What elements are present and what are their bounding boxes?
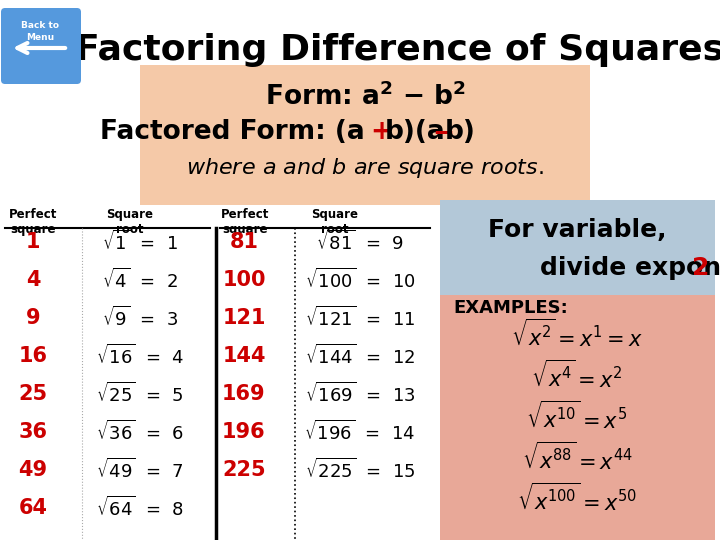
- Text: 9: 9: [26, 308, 40, 328]
- Text: $\sqrt{49}$  =  7: $\sqrt{49}$ = 7: [96, 458, 184, 482]
- Text: 100: 100: [222, 270, 266, 290]
- Text: $\sqrt{16}$  =  4: $\sqrt{16}$ = 4: [96, 344, 184, 368]
- Text: $\sqrt{64}$  =  8: $\sqrt{64}$ = 8: [96, 496, 184, 520]
- Text: $\sqrt{x^{88}} = x^{44}$: $\sqrt{x^{88}} = x^{44}$: [521, 442, 632, 474]
- Text: $\sqrt{169}$  =  13: $\sqrt{169}$ = 13: [305, 382, 415, 406]
- Text: Back to: Back to: [21, 21, 59, 30]
- Text: Form: $\mathbf{a^2}$ $\mathbf{-}$ $\mathbf{b^2}$: Form: $\mathbf{a^2}$ $\mathbf{-}$ $\math…: [264, 83, 465, 111]
- Text: 25: 25: [19, 384, 48, 404]
- Text: $\sqrt{x^{10}} = x^5$: $\sqrt{x^{10}} = x^5$: [526, 401, 628, 433]
- Text: $\sqrt{x^{100}} = x^{50}$: $\sqrt{x^{100}} = x^{50}$: [517, 483, 637, 515]
- Text: $\mathbf{-}$: $\mathbf{-}$: [432, 119, 454, 145]
- Text: b)(a: b)(a: [385, 119, 446, 145]
- Text: $\sqrt{196}$  =  14: $\sqrt{196}$ = 14: [305, 420, 415, 444]
- Text: $\sqrt{81}$  =  9: $\sqrt{81}$ = 9: [316, 230, 404, 254]
- Text: Factored Form: (a: Factored Form: (a: [100, 119, 365, 145]
- Text: divide exponent by: divide exponent by: [540, 256, 720, 280]
- Text: 64: 64: [19, 498, 48, 518]
- Text: 144: 144: [222, 346, 266, 366]
- Text: 81: 81: [230, 232, 258, 252]
- Text: Square
root: Square root: [107, 208, 153, 236]
- Text: $\sqrt{100}$  =  10: $\sqrt{100}$ = 10: [305, 268, 415, 292]
- Text: $\sqrt{x^4} = x^2$: $\sqrt{x^4} = x^2$: [531, 360, 623, 392]
- Text: $\sqrt{9}$  =  3: $\sqrt{9}$ = 3: [102, 306, 178, 330]
- Text: b): b): [445, 119, 476, 145]
- Text: 2: 2: [692, 256, 709, 280]
- Text: $\sqrt{121}$  =  11: $\sqrt{121}$ = 11: [305, 306, 415, 330]
- Text: Square
root: Square root: [312, 208, 359, 236]
- Text: For variable,: For variable,: [487, 218, 666, 242]
- Bar: [140, 65, 590, 205]
- Text: 169: 169: [222, 384, 266, 404]
- Text: Menu: Menu: [26, 33, 54, 43]
- Text: 196: 196: [222, 422, 266, 442]
- Text: 225: 225: [222, 460, 266, 480]
- Text: Perfect
square: Perfect square: [9, 208, 57, 236]
- Text: $\sqrt{144}$  =  12: $\sqrt{144}$ = 12: [305, 344, 415, 368]
- Text: 16: 16: [19, 346, 48, 366]
- Bar: [440, 295, 715, 540]
- Text: $\sqrt{25}$  =  5: $\sqrt{25}$ = 5: [96, 382, 184, 406]
- FancyBboxPatch shape: [1, 8, 81, 84]
- Text: 36: 36: [19, 422, 48, 442]
- Text: 49: 49: [19, 460, 48, 480]
- Text: $\sqrt{225}$  =  15: $\sqrt{225}$ = 15: [305, 458, 415, 482]
- Text: $\sqrt{4}$  =  2: $\sqrt{4}$ = 2: [102, 268, 178, 292]
- Text: 4: 4: [26, 270, 40, 290]
- Text: 121: 121: [222, 308, 266, 328]
- Text: $\sqrt{1}$  =  1: $\sqrt{1}$ = 1: [102, 230, 178, 254]
- Text: EXAMPLES:: EXAMPLES:: [453, 299, 568, 317]
- Text: +: +: [370, 119, 392, 145]
- Bar: [440, 200, 715, 295]
- Text: Perfect
square: Perfect square: [221, 208, 269, 236]
- Text: 1: 1: [26, 232, 40, 252]
- Text: Factoring Difference of Squares: Factoring Difference of Squares: [76, 33, 720, 67]
- Text: $\it{where\ a\ and\ b\ are\ square\ roots.}$: $\it{where\ a\ and\ b\ are\ square\ root…: [186, 156, 544, 180]
- Text: $\sqrt{36}$  =  6: $\sqrt{36}$ = 6: [96, 420, 184, 444]
- Text: $\sqrt{x^2} = x^1 = x$: $\sqrt{x^2} = x^1 = x$: [511, 319, 643, 351]
